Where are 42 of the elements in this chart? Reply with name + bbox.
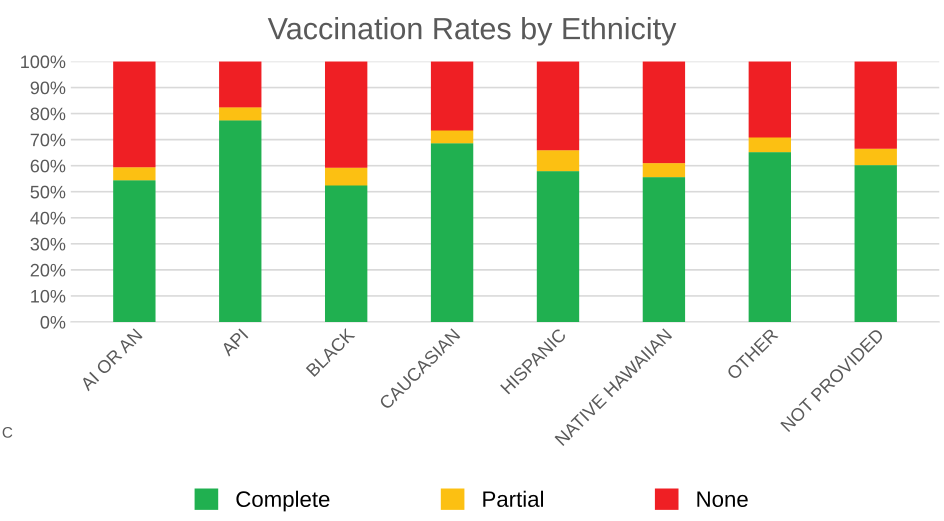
y-tick-label: 50% [30, 186, 66, 198]
chart-title: Vaccination Rates by Ethnicity [268, 17, 676, 46]
bar [642, 177, 686, 322]
y-tick-label: 80% [30, 108, 66, 120]
y-tick-label: 90% [30, 81, 66, 94]
bar [854, 165, 897, 322]
text: C [2, 426, 12, 438]
bar [113, 61, 156, 168]
bar [219, 107, 262, 120]
legend-label: None [697, 492, 748, 508]
bar [324, 61, 368, 168]
y-tick-label: 10% [31, 290, 66, 303]
bar [430, 143, 474, 322]
bar [219, 61, 262, 108]
y-tick-label: 100% [21, 55, 66, 68]
bar [324, 168, 368, 186]
y-tick-label: 60% [30, 160, 66, 172]
bar [536, 61, 580, 150]
bar [536, 150, 580, 172]
bar [219, 120, 262, 322]
bar [748, 152, 792, 322]
bar [748, 61, 792, 138]
bar [536, 171, 580, 322]
y-tick-label: 0% [40, 316, 66, 329]
y-tick-label: 30% [30, 238, 66, 251]
bar [324, 185, 368, 322]
y-tick-label: 40% [30, 212, 66, 224]
legend-label: Complete [236, 490, 330, 512]
bar [854, 148, 897, 166]
y-tick-label: 20% [30, 264, 66, 277]
bar [113, 167, 156, 180]
x-tick-label: AI OR AN [79, 328, 143, 392]
bar [854, 61, 897, 149]
bar [430, 130, 474, 144]
bar [748, 138, 792, 152]
bar [642, 61, 686, 164]
bar [113, 180, 156, 322]
bar [642, 163, 686, 178]
legend-label: Partial [483, 490, 543, 508]
x-tick-label: API [220, 328, 248, 357]
bar [430, 61, 474, 131]
y-tick-label: 70% [30, 134, 66, 146]
